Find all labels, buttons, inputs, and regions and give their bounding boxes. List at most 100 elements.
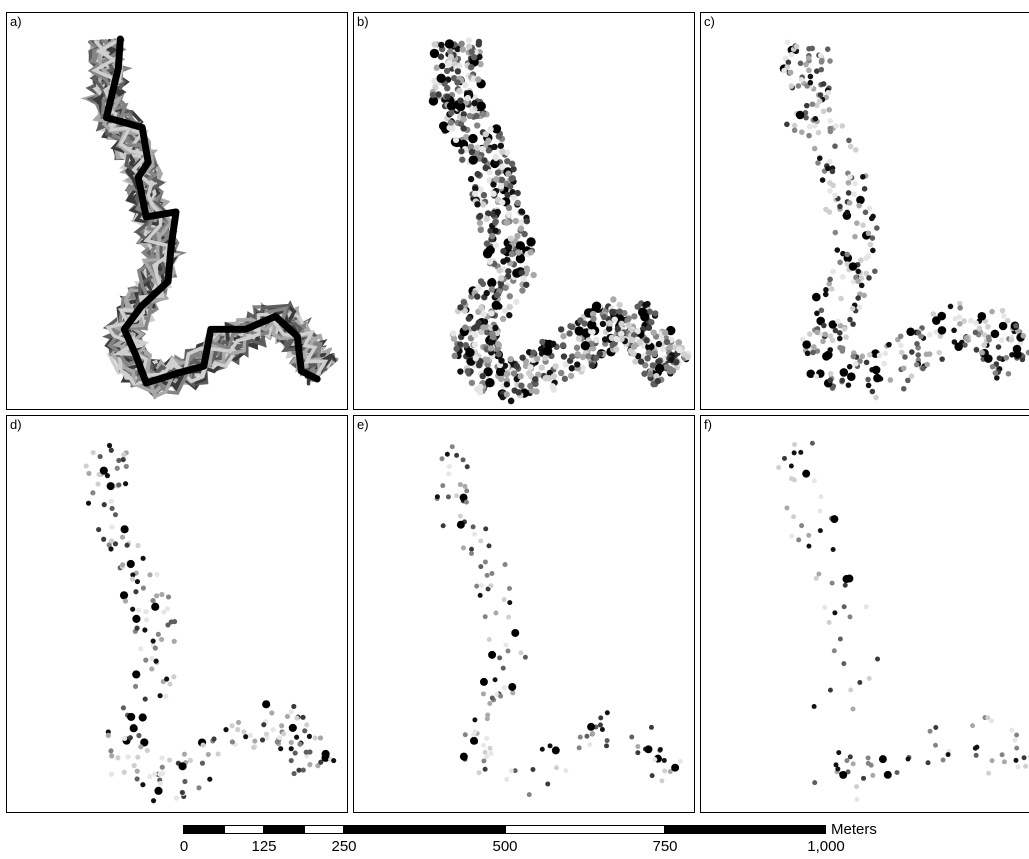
sample-point xyxy=(985,715,991,721)
sample-point xyxy=(108,447,114,453)
sample-point xyxy=(279,723,285,729)
sample-point xyxy=(476,219,484,227)
sample-point xyxy=(835,318,841,325)
sample-point xyxy=(642,362,649,369)
sample-point xyxy=(278,746,284,752)
sample-point xyxy=(566,330,573,337)
sample-point xyxy=(523,281,530,288)
sample-point xyxy=(504,191,511,199)
sample-point xyxy=(979,349,985,356)
sample-point xyxy=(506,614,512,620)
sample-point xyxy=(963,334,970,341)
sample-point xyxy=(829,286,835,292)
sample-point xyxy=(143,657,149,663)
sample-point xyxy=(809,101,816,108)
sample-point xyxy=(491,124,502,134)
sample-point xyxy=(488,750,494,756)
sample-point xyxy=(491,300,501,311)
sample-point xyxy=(135,542,141,549)
sample-point xyxy=(568,365,575,372)
sample-point xyxy=(542,346,553,356)
sample-point xyxy=(799,336,806,343)
sample-point xyxy=(854,797,860,802)
sample-point xyxy=(567,372,575,380)
sample-point xyxy=(106,482,115,491)
sample-point xyxy=(108,771,115,777)
sample-point xyxy=(475,284,482,292)
sample-point xyxy=(856,202,862,209)
sample-point xyxy=(456,87,463,95)
sample-point xyxy=(481,318,489,325)
sample-point xyxy=(806,132,812,139)
sample-point xyxy=(989,363,996,370)
sample-point xyxy=(552,363,559,370)
sample-point xyxy=(307,749,313,755)
sample-point xyxy=(519,354,526,361)
sample-point xyxy=(799,129,805,135)
sample-point xyxy=(866,205,873,212)
sample-point xyxy=(657,747,663,752)
sample-point xyxy=(654,363,665,374)
sample-point xyxy=(900,385,907,392)
sample-point xyxy=(857,680,863,685)
sample-point xyxy=(484,572,490,578)
sample-point xyxy=(120,705,126,711)
sample-point xyxy=(200,742,206,748)
sample-point xyxy=(803,114,809,121)
sample-point xyxy=(506,293,513,300)
sample-point xyxy=(599,320,607,328)
sample-point xyxy=(954,342,963,351)
sample-point xyxy=(284,713,291,719)
sample-point xyxy=(446,101,457,111)
sample-point xyxy=(503,149,511,156)
sample-point xyxy=(837,322,844,329)
sample-point xyxy=(494,169,502,176)
sample-point xyxy=(936,349,942,356)
sample-point xyxy=(827,58,833,64)
scale-tick-label: 125 xyxy=(251,838,277,855)
sample-point xyxy=(181,751,188,757)
sample-point xyxy=(479,372,486,380)
sample-point xyxy=(610,296,617,303)
sample-point xyxy=(485,378,495,388)
sample-point xyxy=(486,543,492,549)
sample-point xyxy=(486,258,494,265)
sample-point xyxy=(507,183,514,190)
sample-point xyxy=(860,222,866,228)
movement-trail xyxy=(91,38,329,379)
sample-point xyxy=(456,102,466,112)
sample-point xyxy=(839,377,846,384)
sample-point xyxy=(288,746,294,752)
sample-point xyxy=(847,372,856,381)
sample-point xyxy=(818,66,825,73)
sample-point xyxy=(440,483,446,489)
sample-point xyxy=(518,382,525,389)
scale-bar: Meters 0 125 250 500 750 1,000 xyxy=(0,818,1029,859)
sample-point xyxy=(498,357,505,364)
sample-point xyxy=(558,326,565,333)
sample-point xyxy=(446,471,452,477)
sample-point xyxy=(906,327,915,337)
sample-point xyxy=(1023,763,1029,769)
sample-point xyxy=(527,382,534,390)
sample-point xyxy=(784,39,791,46)
scale-tick-label: 0 xyxy=(179,838,189,855)
sample-point xyxy=(296,767,302,773)
sample-point xyxy=(559,342,567,349)
sample-point xyxy=(806,543,812,549)
sample-point xyxy=(606,325,613,332)
sample-point xyxy=(523,217,531,225)
sample-point xyxy=(509,189,516,196)
sample-point xyxy=(554,765,559,771)
sample-point xyxy=(147,773,153,780)
sample-point xyxy=(791,122,798,129)
sample-point xyxy=(550,373,558,380)
sample-point xyxy=(159,764,165,770)
sample-point xyxy=(504,256,511,263)
sample-point xyxy=(514,189,521,197)
sample-point xyxy=(998,321,1008,331)
sample-point xyxy=(865,382,872,389)
sample-point xyxy=(483,367,493,377)
sample-point xyxy=(663,338,671,346)
sample-point xyxy=(870,247,876,254)
